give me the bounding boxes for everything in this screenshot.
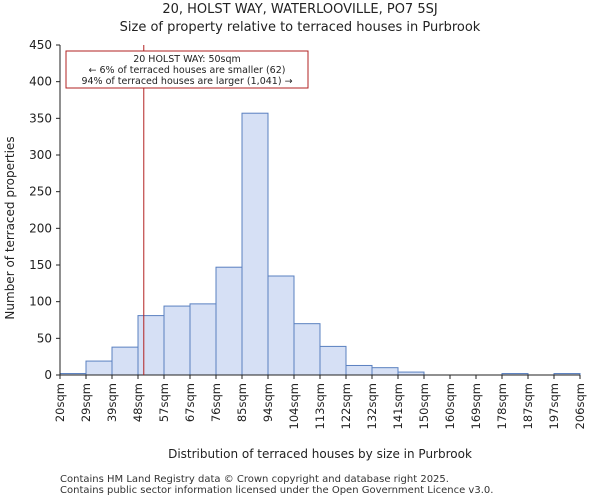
y-tick-label: 100: [29, 295, 52, 309]
y-tick-label: 250: [29, 185, 52, 199]
chart-title: 20, HOLST WAY, WATERLOOVILLE, PO7 5SJ: [162, 2, 438, 17]
y-axis-label: Number of terraced properties: [3, 136, 17, 319]
y-tick-label: 0: [44, 368, 52, 382]
x-tick-label: 29sqm: [79, 383, 93, 422]
x-tick-label: 48sqm: [131, 383, 145, 422]
histogram-bar: [267, 275, 295, 376]
x-tick-label: 160sqm: [443, 383, 457, 429]
x-tick-label: 187sqm: [521, 383, 535, 429]
x-tick-label: 39sqm: [105, 383, 119, 422]
x-tick-label: 206sqm: [573, 383, 587, 429]
footer-line-1: Contains HM Land Registry data © Crown c…: [60, 474, 449, 485]
x-tick-label: 132sqm: [365, 383, 379, 429]
x-tick-label: 169sqm: [469, 383, 483, 429]
histogram-bar: [163, 305, 191, 376]
histogram-bar: [137, 315, 165, 376]
y-tick-label: 50: [37, 331, 52, 345]
histogram-bar: [293, 323, 321, 376]
x-tick-label: 150sqm: [417, 383, 431, 429]
x-tick-label: 85sqm: [235, 383, 249, 422]
histogram-bar: [215, 266, 243, 376]
x-tick-label: 20sqm: [53, 383, 67, 422]
y-tick-label: 400: [29, 75, 52, 89]
histogram-bar: [189, 303, 217, 376]
histogram-bar: [345, 364, 373, 376]
annotation-line-2: ← 6% of terraced houses are smaller (62): [89, 65, 286, 76]
y-tick-label: 350: [29, 111, 52, 125]
annotation-line-1: 20 HOLST WAY: 50sqm: [133, 54, 241, 65]
x-tick-label: 94sqm: [261, 383, 275, 422]
x-tick-label: 57sqm: [157, 383, 171, 422]
x-tick-label: 122sqm: [339, 383, 353, 429]
annotation-box: 20 HOLST WAY: 50sqm ← 6% of terraced hou…: [65, 50, 309, 89]
histogram-bar: [371, 367, 399, 376]
x-tick-label: 178sqm: [495, 383, 509, 429]
y-tick-label: 150: [29, 258, 52, 272]
x-tick-label: 76sqm: [209, 383, 223, 422]
histogram-bar: [85, 360, 113, 376]
histogram-bar: [319, 345, 347, 376]
y-tick-label: 200: [29, 221, 52, 235]
chart-subtitle: Size of property relative to terraced ho…: [119, 20, 481, 35]
histogram-bar: [241, 112, 269, 376]
histogram-bar: [111, 346, 139, 376]
x-tick-label: 197sqm: [547, 383, 561, 429]
x-tick-label: 104sqm: [287, 383, 301, 429]
x-tick-label: 113sqm: [313, 383, 327, 429]
annotation-line-3: 94% of terraced houses are larger (1,041…: [81, 76, 292, 87]
x-tick-label: 67sqm: [183, 383, 197, 422]
y-tick-label: 300: [29, 148, 52, 162]
footer-line-2: Contains public sector information licen…: [60, 485, 494, 496]
y-tick-label: 450: [29, 38, 52, 52]
x-axis-label: Distribution of terraced houses by size …: [168, 447, 472, 461]
x-tick-label: 141sqm: [391, 383, 405, 429]
